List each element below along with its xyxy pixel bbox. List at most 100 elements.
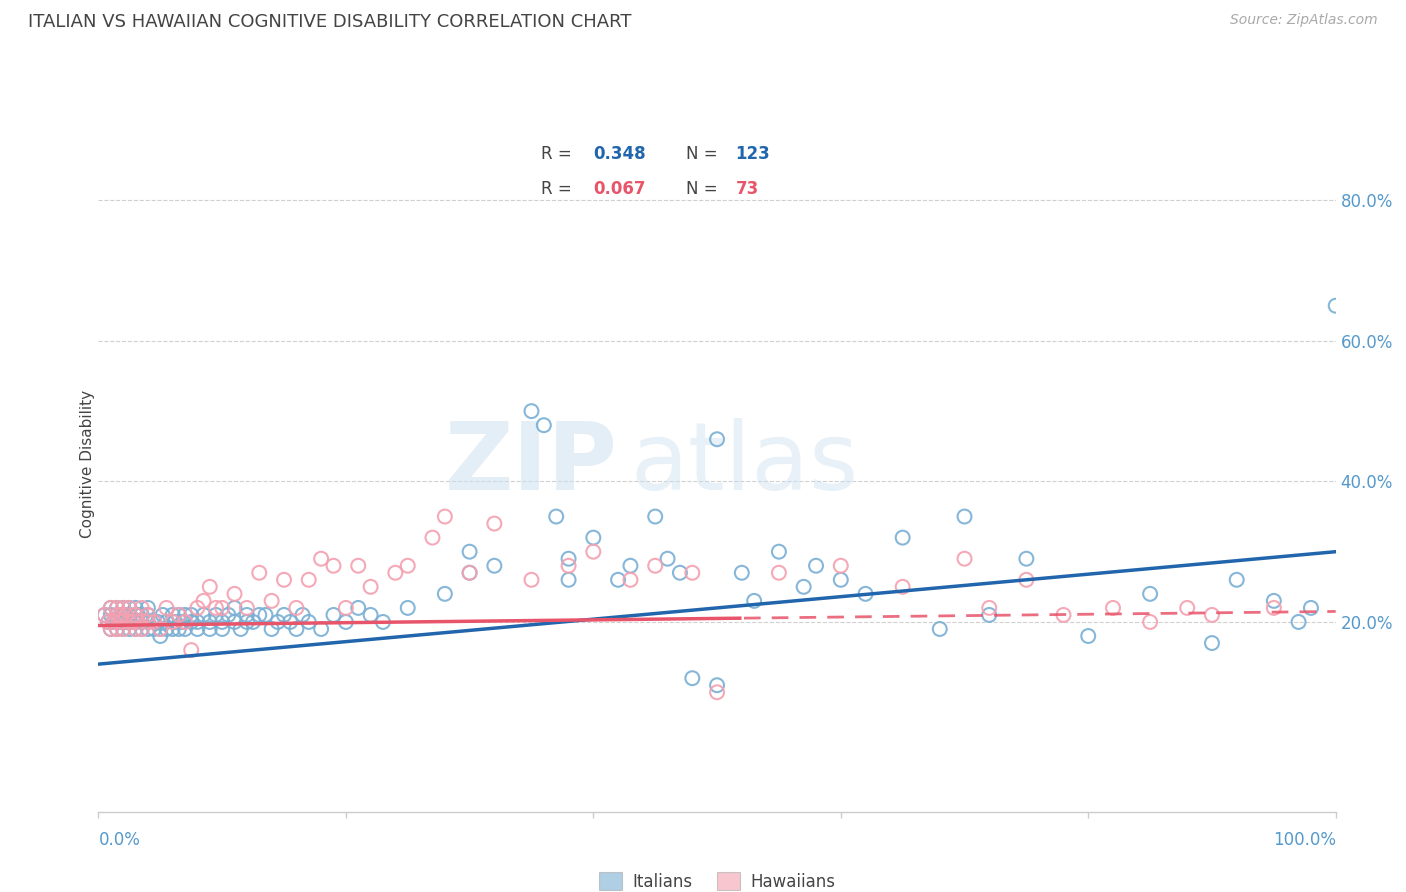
Point xyxy=(458,544,481,558)
Point xyxy=(619,573,641,587)
Point xyxy=(100,622,122,636)
Point xyxy=(484,558,506,573)
Point xyxy=(155,601,177,615)
Point xyxy=(198,580,221,594)
Point xyxy=(146,615,169,629)
Point xyxy=(112,601,135,615)
Point xyxy=(804,558,827,573)
Point xyxy=(162,622,184,636)
Point xyxy=(131,622,153,636)
Point xyxy=(458,566,481,580)
Point xyxy=(118,615,141,629)
Point xyxy=(607,573,630,587)
Point xyxy=(768,566,790,580)
Point xyxy=(172,615,194,629)
Point xyxy=(118,607,141,622)
Point xyxy=(112,607,135,622)
Point xyxy=(149,629,172,643)
Point xyxy=(433,509,456,524)
Point xyxy=(1015,573,1038,587)
Point xyxy=(247,607,270,622)
Point xyxy=(1052,607,1074,622)
Point xyxy=(742,594,765,608)
Point xyxy=(180,607,202,622)
Point xyxy=(136,615,159,629)
Point xyxy=(396,558,419,573)
Point xyxy=(127,607,149,622)
Text: 0.348: 0.348 xyxy=(593,145,645,162)
Point xyxy=(100,622,122,636)
Text: Source: ZipAtlas.com: Source: ZipAtlas.com xyxy=(1230,13,1378,28)
Point xyxy=(768,544,790,558)
Text: N =: N = xyxy=(686,145,723,162)
Point xyxy=(118,615,141,629)
Point xyxy=(644,558,666,573)
Point xyxy=(347,558,370,573)
Point xyxy=(118,601,141,615)
Point xyxy=(1299,601,1322,615)
Point xyxy=(205,607,228,622)
Point xyxy=(100,607,122,622)
Point xyxy=(118,622,141,636)
Point xyxy=(93,607,115,622)
Point xyxy=(557,573,579,587)
Point xyxy=(180,615,202,629)
Point xyxy=(174,615,197,629)
Point xyxy=(97,615,120,629)
Point xyxy=(278,615,301,629)
Point xyxy=(136,615,159,629)
Point xyxy=(254,607,277,622)
Point xyxy=(1263,601,1285,615)
Point xyxy=(298,573,321,587)
Point xyxy=(260,594,283,608)
Point xyxy=(100,601,122,615)
Point xyxy=(211,622,233,636)
Point xyxy=(1077,629,1099,643)
Point xyxy=(422,531,444,545)
Point xyxy=(384,566,406,580)
Point xyxy=(167,622,190,636)
Point xyxy=(706,678,728,692)
Point xyxy=(193,607,215,622)
Point xyxy=(1226,573,1249,587)
Point xyxy=(644,509,666,524)
Point xyxy=(953,509,976,524)
Point xyxy=(180,643,202,657)
Point xyxy=(433,587,456,601)
Point xyxy=(793,580,815,594)
Point xyxy=(97,615,120,629)
Point xyxy=(322,558,344,573)
Point xyxy=(105,607,128,622)
Point xyxy=(953,551,976,566)
Point xyxy=(198,615,221,629)
Point xyxy=(127,615,149,629)
Point xyxy=(136,622,159,636)
Point xyxy=(298,615,321,629)
Point xyxy=(174,607,197,622)
Point xyxy=(520,573,543,587)
Point xyxy=(830,573,852,587)
Point xyxy=(105,601,128,615)
Point xyxy=(198,622,221,636)
Point xyxy=(155,615,177,629)
Point xyxy=(124,601,146,615)
Point xyxy=(229,622,252,636)
Text: ZIP: ZIP xyxy=(446,417,619,510)
Point xyxy=(186,615,208,629)
Point xyxy=(267,615,290,629)
Point xyxy=(136,601,159,615)
Text: R =: R = xyxy=(541,180,578,198)
Point xyxy=(236,601,259,615)
Point xyxy=(546,509,568,524)
Point xyxy=(114,607,136,622)
Point xyxy=(131,615,153,629)
Point xyxy=(143,622,166,636)
Point xyxy=(167,607,190,622)
Point xyxy=(112,615,135,629)
Point xyxy=(112,622,135,636)
Point xyxy=(582,544,605,558)
Legend: Italians, Hawaiians: Italians, Hawaiians xyxy=(592,865,842,892)
Point xyxy=(1015,551,1038,566)
Point xyxy=(211,615,233,629)
Point xyxy=(273,607,295,622)
